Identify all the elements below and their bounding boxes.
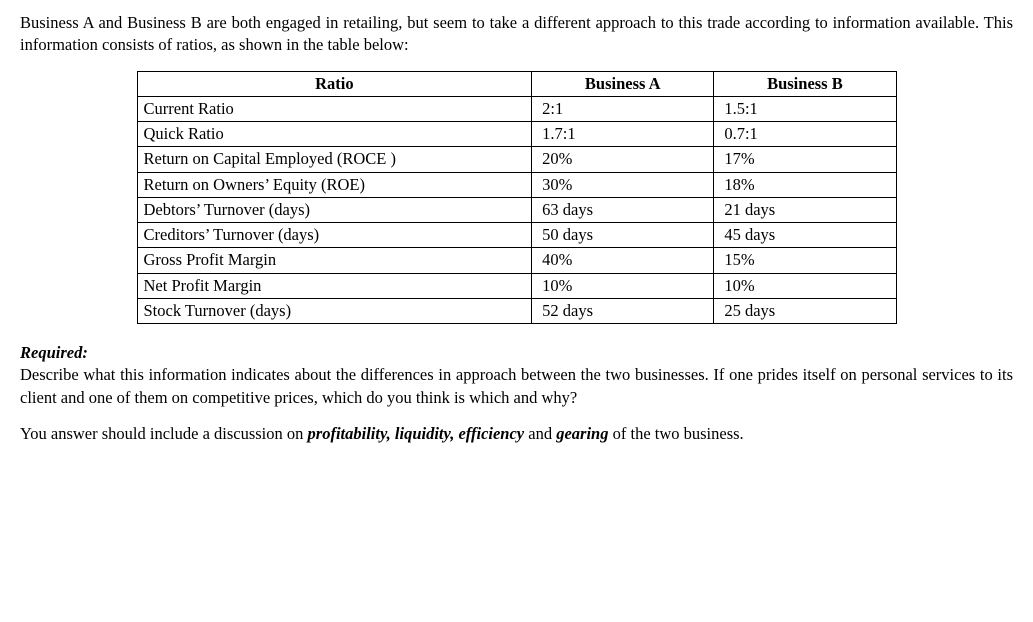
- business-a-value: 2:1: [532, 96, 714, 121]
- table-row: Creditors’ Turnover (days) 50 days 45 da…: [137, 223, 896, 248]
- table-row: Return on Capital Employed (ROCE ) 20% 1…: [137, 147, 896, 172]
- closing-term: gearing: [556, 424, 608, 443]
- ratio-label: Return on Owners’ Equity (ROE): [137, 172, 532, 197]
- col-header-business-b: Business B: [714, 71, 896, 96]
- intro-text: Business A and Business B are both engag…: [20, 12, 1013, 57]
- table-row: Net Profit Margin 10% 10%: [137, 273, 896, 298]
- business-b-value: 21 days: [714, 197, 896, 222]
- ratio-label: Quick Ratio: [137, 122, 532, 147]
- business-b-value: 15%: [714, 248, 896, 273]
- business-a-value: 52 days: [532, 298, 714, 323]
- business-a-value: 10%: [532, 273, 714, 298]
- business-b-value: 25 days: [714, 298, 896, 323]
- ratio-label: Gross Profit Margin: [137, 248, 532, 273]
- closing-text: You answer should include a discussion o…: [20, 423, 1013, 445]
- ratio-label: Current Ratio: [137, 96, 532, 121]
- table-body: Current Ratio 2:1 1.5:1 Quick Ratio 1.7:…: [137, 96, 896, 323]
- ratio-label: Return on Capital Employed (ROCE ): [137, 147, 532, 172]
- closing-prefix: You answer should include a discussion o…: [20, 424, 308, 443]
- business-b-value: 10%: [714, 273, 896, 298]
- table-row: Gross Profit Margin 40% 15%: [137, 248, 896, 273]
- business-a-value: 20%: [532, 147, 714, 172]
- closing-term: profitability, liquidity, efficiency: [308, 424, 525, 443]
- business-b-value: 0.7:1: [714, 122, 896, 147]
- table-row: Debtors’ Turnover (days) 63 days 21 days: [137, 197, 896, 222]
- table-container: Ratio Business A Business B Current Rati…: [20, 71, 1013, 325]
- ratio-table: Ratio Business A Business B Current Rati…: [137, 71, 897, 325]
- closing-and: and: [524, 424, 556, 443]
- business-b-value: 45 days: [714, 223, 896, 248]
- col-header-ratio: Ratio: [137, 71, 532, 96]
- business-a-value: 30%: [532, 172, 714, 197]
- business-a-value: 50 days: [532, 223, 714, 248]
- ratio-label: Creditors’ Turnover (days): [137, 223, 532, 248]
- business-a-value: 1.7:1: [532, 122, 714, 147]
- table-header-row: Ratio Business A Business B: [137, 71, 896, 96]
- business-b-value: 18%: [714, 172, 896, 197]
- table-row: Stock Turnover (days) 52 days 25 days: [137, 298, 896, 323]
- table-row: Return on Owners’ Equity (ROE) 30% 18%: [137, 172, 896, 197]
- ratio-label: Debtors’ Turnover (days): [137, 197, 532, 222]
- required-block: Required: Describe what this information…: [20, 342, 1013, 409]
- required-label: Required:: [20, 343, 88, 362]
- col-header-business-a: Business A: [532, 71, 714, 96]
- closing-suffix: of the two business.: [608, 424, 743, 443]
- ratio-label: Stock Turnover (days): [137, 298, 532, 323]
- business-b-value: 1.5:1: [714, 96, 896, 121]
- required-text: Describe what this information indicates…: [20, 365, 1013, 406]
- business-a-value: 63 days: [532, 197, 714, 222]
- business-a-value: 40%: [532, 248, 714, 273]
- table-row: Quick Ratio 1.7:1 0.7:1: [137, 122, 896, 147]
- table-row: Current Ratio 2:1 1.5:1: [137, 96, 896, 121]
- ratio-label: Net Profit Margin: [137, 273, 532, 298]
- business-b-value: 17%: [714, 147, 896, 172]
